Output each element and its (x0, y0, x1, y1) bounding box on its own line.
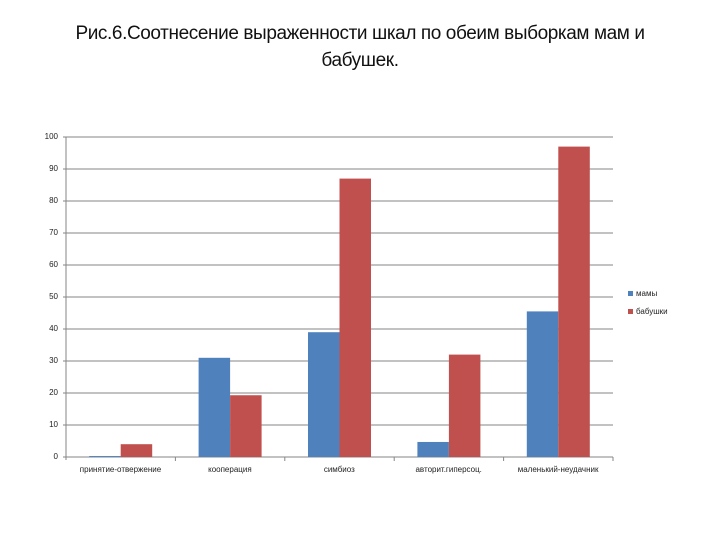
bar-grandmothers (230, 395, 262, 457)
bar-mothers (198, 357, 231, 457)
legend-label-mothers: мамы (636, 289, 658, 298)
y-tick-label: 60 (49, 260, 58, 269)
y-tick-label: 0 (53, 452, 58, 461)
y-tick-label: 20 (49, 388, 58, 397)
bar-grandmothers (339, 178, 371, 457)
y-tick-label: 90 (49, 164, 58, 173)
y-tick-label: 80 (49, 196, 58, 205)
bar-mothers (526, 311, 559, 457)
bar-grandmothers (120, 444, 153, 457)
x-category-label: авторит.гиперсоц. (415, 465, 482, 474)
y-tick-label: 100 (44, 132, 58, 141)
bar-mothers (89, 456, 121, 458)
y-tick-label: 70 (49, 228, 58, 237)
legend-item-grandmothers: бабушки (628, 307, 668, 316)
bar-grandmothers (448, 354, 481, 457)
legend-swatch-grandmothers (628, 309, 633, 314)
bar-mothers (308, 332, 340, 457)
x-category-label: кооперация (208, 465, 252, 474)
y-tick-label: 50 (49, 292, 58, 301)
bar-grandmothers (558, 146, 590, 457)
x-category-label: принятие-отвержение (79, 465, 162, 474)
legend-label-grandmothers: бабушки (636, 307, 668, 316)
x-category-label: маленький-неудачник (517, 465, 599, 474)
y-tick-label: 40 (49, 324, 58, 333)
x-category-label: симбиоз (323, 465, 355, 474)
legend-swatch-mothers (628, 291, 633, 296)
y-tick-label: 30 (49, 356, 58, 365)
legend-item-mothers: мамы (628, 289, 657, 298)
chart-title: Рис.6.Соотнесение выраженности шкал по о… (75, 23, 645, 71)
y-tick-label: 10 (49, 420, 58, 429)
bar-mothers (417, 441, 449, 457)
